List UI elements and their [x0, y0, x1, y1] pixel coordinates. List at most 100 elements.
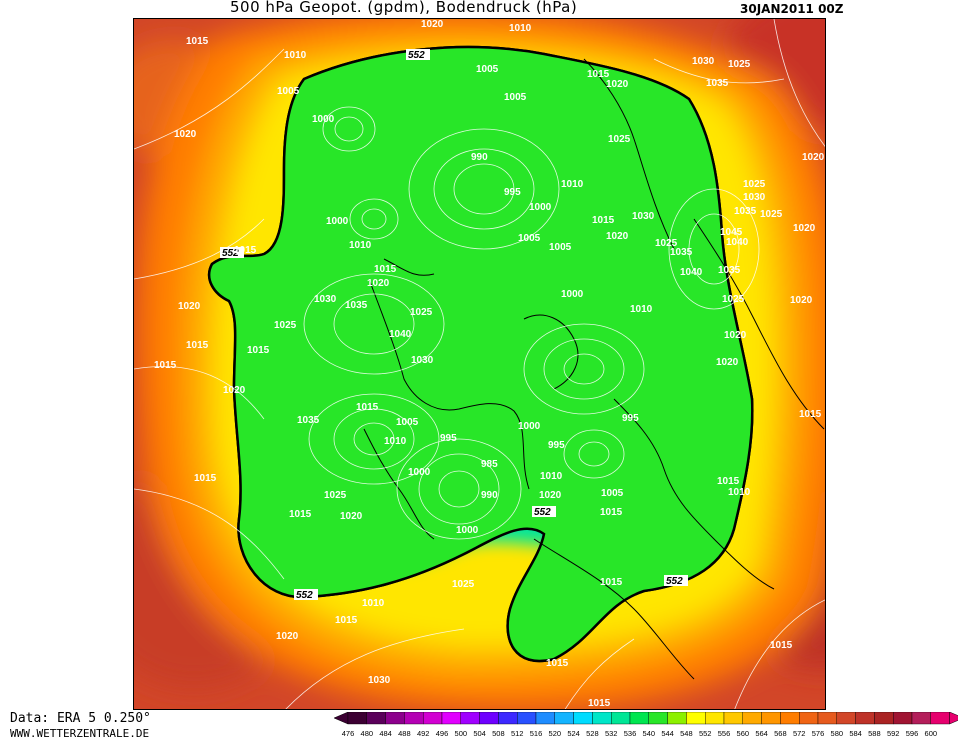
colorbar-tick-label: 588: [868, 729, 881, 738]
pressure-label: 1015: [600, 577, 623, 588]
pressure-label: 1020: [790, 295, 813, 306]
colorbar-tick-label: 532: [605, 729, 618, 738]
pressure-label: 1015: [335, 615, 358, 626]
colorbar-tick-label: 600: [925, 729, 938, 738]
colorbar-cell: [404, 712, 424, 725]
colorbar-cell: [874, 712, 894, 725]
pressure-label: 1005: [549, 242, 572, 253]
pressure-label: 995: [440, 433, 457, 444]
pressure-label: 1015: [186, 36, 209, 47]
colorbar-cell: [817, 712, 837, 725]
pressure-label: 1010: [384, 436, 407, 447]
pressure-label: 1015: [186, 340, 209, 351]
colorbar-tick-label: 492: [417, 729, 430, 738]
colorbar-cell: [460, 712, 480, 725]
pressure-label: 1035: [670, 247, 693, 258]
colorbar-tick-label: 480: [361, 729, 374, 738]
pressure-label: 1020: [716, 357, 739, 368]
contour-label-552: 552: [222, 248, 239, 259]
pressure-label: 990: [471, 152, 488, 163]
pressure-label: 1015: [600, 507, 623, 518]
pressure-label: 1015: [374, 264, 397, 275]
pressure-label: 1030: [368, 675, 391, 686]
pressure-label: 1030: [743, 192, 766, 203]
colorbar-tick-label: 556: [718, 729, 731, 738]
pressure-label: 1015: [154, 360, 177, 371]
pressure-label: 1010: [728, 487, 751, 498]
colorbar-tick-label: 528: [586, 729, 599, 738]
pressure-label: 1020: [539, 490, 562, 501]
colorbar-tick-label: 520: [549, 729, 562, 738]
colorbar-tick-label: 552: [699, 729, 712, 738]
colorbar-cell: [855, 712, 875, 725]
colorbar-tick-label: 580: [831, 729, 844, 738]
pressure-label: 1010: [540, 471, 563, 482]
pressure-label: 1010: [362, 598, 385, 609]
pressure-label: 1005: [277, 86, 300, 97]
pressure-label: 1010: [349, 240, 372, 251]
colorbar-cell: [911, 712, 931, 725]
pressure-label: 1025: [324, 490, 347, 501]
coastlines: [363, 58, 825, 680]
colorbar-right-arrow: [949, 712, 958, 725]
pressure-label: 1015: [587, 69, 610, 80]
colorbar-cell: [498, 712, 518, 725]
pressure-label: 995: [504, 187, 521, 198]
pressure-label: 1020: [606, 79, 629, 90]
pressure-label: 1000: [408, 467, 431, 478]
colorbar-cell: [667, 712, 687, 725]
pressure-label: 1015: [546, 658, 569, 669]
pressure-label: 1010: [561, 179, 584, 190]
colorbar-cell: [742, 712, 762, 725]
pressure-label: 1040: [680, 267, 703, 278]
pressure-label: 1040: [726, 237, 749, 248]
contour-label-552: 552: [534, 507, 551, 518]
pressure-label: 1030: [692, 56, 715, 67]
colorbar-tick-label: 540: [643, 729, 656, 738]
pressure-label: 1035: [345, 300, 368, 311]
pressure-label: 1040: [389, 329, 412, 340]
pressure-label: 1005: [601, 488, 624, 499]
colorbar-cell: [836, 712, 856, 725]
colorbar-tick-label: 568: [774, 729, 787, 738]
pressure-label: 1015: [770, 640, 793, 651]
colorbar-cell: [554, 712, 574, 725]
pressure-label: 1015: [289, 509, 312, 520]
pressure-label: 1020: [606, 231, 629, 242]
colorbar-cell: [723, 712, 743, 725]
colorbar-cell: [780, 712, 800, 725]
pressure-label: 1025: [410, 307, 433, 318]
pressure-label: 1025: [452, 579, 475, 590]
pressure-label: 1045: [720, 227, 743, 238]
pressure-label: 995: [622, 413, 639, 424]
colorbar-cell: [422, 712, 443, 725]
isobars: [134, 19, 825, 709]
colorbar-tick-label: 536: [624, 729, 637, 738]
colorbar-tick-label: 592: [887, 729, 900, 738]
pressure-label: 1025: [760, 209, 783, 220]
weather-map: 552 552 552 552 552 1015 1010 1020 1010 1005…: [133, 18, 826, 710]
pressure-label: 1005: [518, 233, 541, 244]
pressure-label: 1035: [718, 265, 741, 276]
colorbar-cell: [516, 712, 537, 725]
colorbar-tick-label: 516: [530, 729, 543, 738]
colorbar-tick-label: 564: [755, 729, 768, 738]
colorbar-cell: [686, 712, 706, 725]
colorbar-cell: [611, 712, 631, 725]
pressure-label: 1020: [178, 301, 201, 312]
pressure-label: 1025: [274, 320, 297, 331]
colorbar-tick-label: 500: [455, 729, 468, 738]
pressure-label: 1015: [799, 409, 822, 420]
pressure-label: 1000: [529, 202, 552, 213]
colorbar-tick-label: 576: [812, 729, 825, 738]
pressure-label: 985: [481, 459, 498, 470]
pressure-label: 1030: [314, 294, 337, 305]
pressure-label: 1000: [518, 421, 541, 432]
colorbar-tick-label: 512: [511, 729, 524, 738]
pressure-label: 990: [481, 490, 498, 501]
pressure-label: 1030: [632, 211, 655, 222]
colorbar-cell: [366, 712, 386, 725]
pressure-label: 1015: [592, 215, 615, 226]
map-title: 500 hPa Geopot. (gpdm), Bodendruck (hPa): [230, 0, 578, 16]
